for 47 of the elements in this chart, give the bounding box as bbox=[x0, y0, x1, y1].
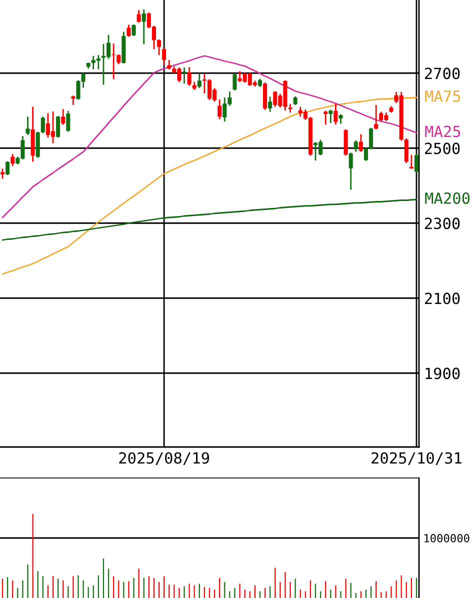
candlestick bbox=[132, 24, 136, 37]
candlestick bbox=[197, 72, 202, 89]
y-tick-label: 2700 bbox=[424, 68, 460, 80]
candlestick bbox=[232, 72, 237, 92]
candlestick bbox=[142, 8, 146, 45]
candlestick bbox=[268, 96, 272, 112]
candlestick bbox=[414, 153, 418, 174]
y-tick-label: 1900 bbox=[426, 368, 460, 380]
series-label: MA25 bbox=[425, 126, 460, 138]
candlestick bbox=[374, 104, 378, 130]
y-tick-label: 2300 bbox=[424, 218, 460, 230]
series-label: MA75 bbox=[425, 90, 460, 102]
candlestick bbox=[369, 127, 374, 150]
candlestick bbox=[10, 153, 15, 167]
candlestick bbox=[40, 116, 45, 134]
candlestick bbox=[116, 54, 121, 65]
candlestick bbox=[126, 24, 131, 38]
candlestick bbox=[187, 66, 192, 87]
y-tick-label: 2100 bbox=[424, 292, 460, 304]
candlestick bbox=[66, 110, 70, 132]
candlestick bbox=[338, 114, 343, 124]
x-tick-label: 2025/10/31 bbox=[372, 452, 462, 465]
y-tick-label: 2500 bbox=[424, 142, 460, 154]
line-series bbox=[2, 198, 418, 241]
candlestick bbox=[26, 116, 30, 136]
line-series bbox=[2, 96, 418, 275]
candlestick bbox=[328, 109, 333, 124]
series-label: MA200 bbox=[425, 192, 470, 204]
y-tick-label: 1000000 bbox=[424, 534, 470, 542]
candlestick bbox=[354, 140, 358, 153]
candlestick bbox=[6, 160, 10, 176]
candlestick bbox=[0, 168, 5, 180]
candlestick bbox=[162, 48, 166, 66]
candlestick bbox=[364, 147, 368, 162]
candlestick bbox=[409, 154, 414, 170]
candlestick bbox=[182, 66, 186, 84]
candlestick bbox=[136, 9, 141, 24]
line-series bbox=[2, 55, 418, 218]
candlestick bbox=[348, 152, 353, 190]
candlestick bbox=[334, 102, 338, 126]
candlestick bbox=[61, 108, 66, 126]
candlestick bbox=[358, 134, 363, 153]
candlestick bbox=[157, 38, 162, 56]
candlestick bbox=[56, 115, 60, 138]
candlestick bbox=[404, 138, 408, 164]
candlestick bbox=[218, 98, 222, 120]
x-tick-label: 2025/08/19 bbox=[119, 452, 210, 465]
